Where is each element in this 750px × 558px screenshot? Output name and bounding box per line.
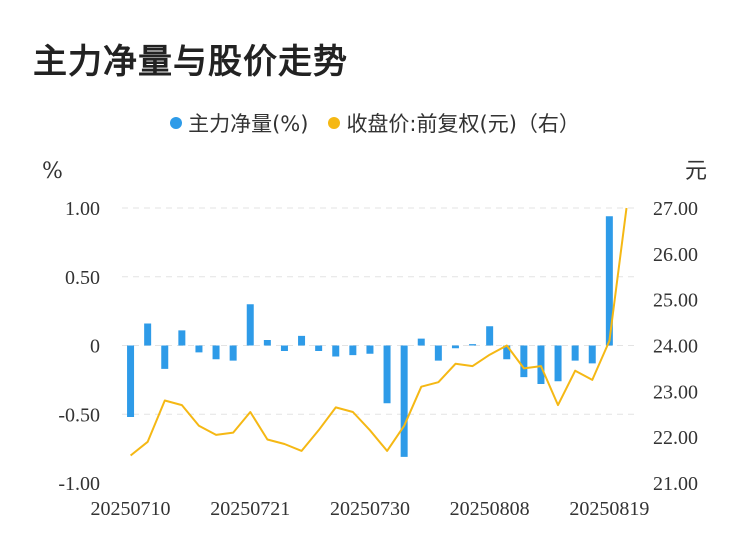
bar[interactable] (486, 326, 494, 346)
right-tick-label: 27.00 (653, 198, 698, 220)
right-tick-label: 23.00 (653, 381, 698, 403)
right-tick-label: 24.00 (653, 336, 698, 358)
right-axis-ticks: 27.00 26.00 25.00 24.00 23.00 22.00 21.00 (653, 198, 698, 495)
legend-label-close-price: 收盘价:前复权(元)（右） (346, 112, 580, 136)
close-price-line[interactable] (129, 207, 628, 457)
right-tick-label: 25.00 (653, 290, 698, 312)
bar[interactable] (195, 345, 203, 353)
bar[interactable] (451, 345, 459, 349)
right-axis-unit: 元 (685, 159, 707, 184)
legend-item-net-volume[interactable]: 主力净量(%) (170, 108, 308, 138)
bar[interactable] (469, 344, 477, 346)
bar[interactable] (537, 345, 545, 385)
bar[interactable] (212, 345, 220, 360)
legend-item-close-price[interactable]: 收盘价:前复权(元)（右） (328, 108, 580, 138)
left-tick-label: 1.00 (65, 198, 100, 220)
x-axis-ticks: 20250710 20250721 20250730 20250808 20250819 (91, 498, 650, 520)
right-tick-label: 22.00 (653, 427, 698, 449)
left-axis-ticks: 1.00 0.50 0 -0.50 -1.00 (58, 198, 100, 495)
line-series-close-price (129, 207, 628, 457)
bar-series-net-volume (127, 216, 613, 457)
bar[interactable] (383, 345, 391, 404)
bar[interactable] (605, 216, 613, 346)
bar[interactable] (349, 345, 357, 356)
bar[interactable] (178, 330, 186, 346)
bar[interactable] (434, 345, 442, 361)
x-tick-label: 20250721 (210, 498, 290, 520)
x-tick-label: 20250710 (91, 498, 171, 520)
left-tick-label: 0.50 (65, 267, 100, 289)
bar[interactable] (366, 345, 374, 354)
bar[interactable] (332, 345, 340, 357)
gridlines (122, 207, 635, 415)
bar[interactable] (571, 345, 579, 361)
bar[interactable] (246, 304, 254, 346)
left-tick-label: 0 (90, 336, 100, 358)
bar[interactable] (520, 345, 528, 378)
x-tick-label: 20250819 (569, 498, 649, 520)
bar[interactable] (400, 345, 408, 457)
bar[interactable] (161, 345, 169, 369)
left-tick-label: -0.50 (58, 404, 100, 426)
bar[interactable] (315, 345, 323, 352)
left-axis-unit: % (42, 159, 63, 184)
chart-title: 主力净量与股价走势 (33, 42, 348, 82)
legend-dot-blue-icon (170, 117, 183, 129)
bar[interactable] (417, 338, 425, 346)
right-tick-label: 21.00 (653, 473, 698, 495)
left-tick-label: -1.00 (58, 473, 100, 495)
bar[interactable] (127, 345, 135, 418)
bar[interactable] (229, 345, 237, 361)
x-tick-label: 20250730 (330, 498, 410, 520)
legend: 主力净量(%) 收盘价:前复权(元)（右） (0, 108, 750, 138)
bar[interactable] (280, 345, 288, 352)
x-tick-label: 20250808 (450, 498, 530, 520)
bar[interactable] (298, 335, 306, 346)
bar[interactable] (263, 340, 271, 346)
bar[interactable] (144, 323, 152, 346)
legend-dot-orange-icon (328, 117, 341, 129)
bar[interactable] (588, 345, 596, 364)
bar[interactable] (503, 345, 511, 360)
bar[interactable] (554, 345, 562, 382)
right-tick-label: 26.00 (653, 244, 698, 266)
legend-label-net-volume: 主力净量(%) (188, 112, 309, 136)
